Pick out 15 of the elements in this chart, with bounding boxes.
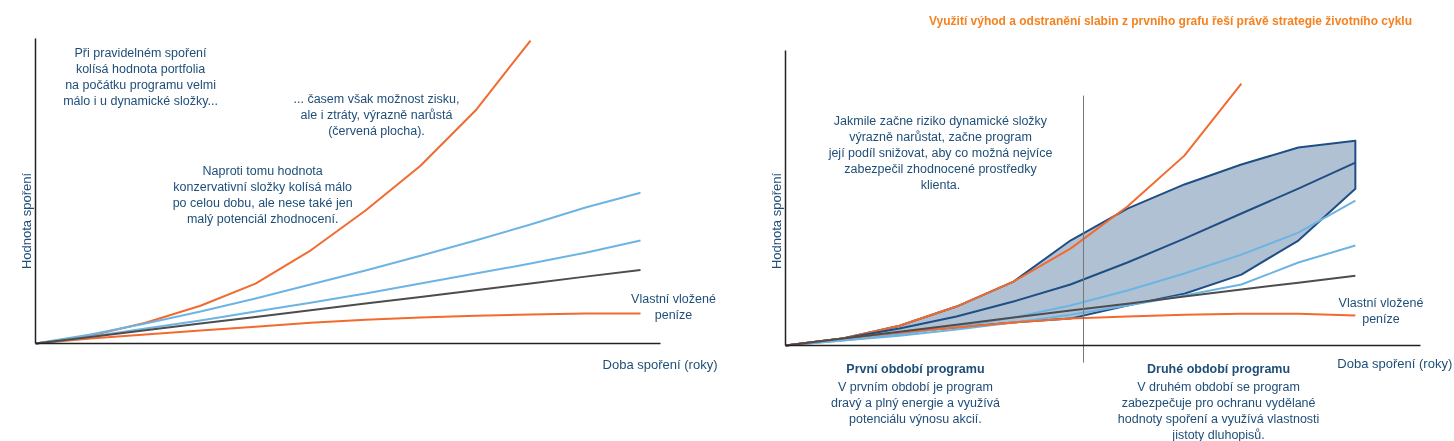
x-axis-title: Doba spoření (roky) (602, 357, 718, 373)
text: V prvním období je program dravý a plný energie a využívá potenciálu výnosu akcií. (831, 379, 1000, 426)
text: První období programu (846, 361, 985, 376)
annotation: Naproti tomu hodnota konzervativní složky kolísá málo po celou dobu, ale nese také jen malý potenciál zhodnocení. (172, 163, 353, 226)
series-label: Vlastní vložené peníze (631, 292, 716, 323)
annotation: ... časem však možnost zisku, ale i ztráty, výrazně narůstá (červená plocha). (293, 92, 460, 139)
y-axis-title: Hodnota spoření (18, 172, 34, 270)
y-axis-title: Hodnota spoření (768, 172, 784, 270)
chart-title: Využití výhod a odstranění slabin z prvního grafu řeší právě strategie životního cyklu (929, 13, 1412, 28)
text: V druhém období se program zabezpečuje pro ochranu vydělané hodnoty spoření a využívá vlastnosti jistoty dluhopisů. (1117, 379, 1320, 441)
annotation: Jakmile začne riziko dynamické složky výrazně narůstat, začne program její podíl snižovat, aby co možná nejvíce zabezpečil zhodnocené prostředky klienta. (827, 113, 1053, 193)
annotation: Při pravidelném spoření kolísá hodnota portfolia na počátku programu velmi málo i u dynamické složky... (63, 45, 218, 108)
series-label: Vlastní vložené peníze (1338, 295, 1424, 326)
x-axis-title: Doba spoření (roky) (1337, 356, 1453, 372)
text: Druhé období programu (1147, 361, 1291, 376)
